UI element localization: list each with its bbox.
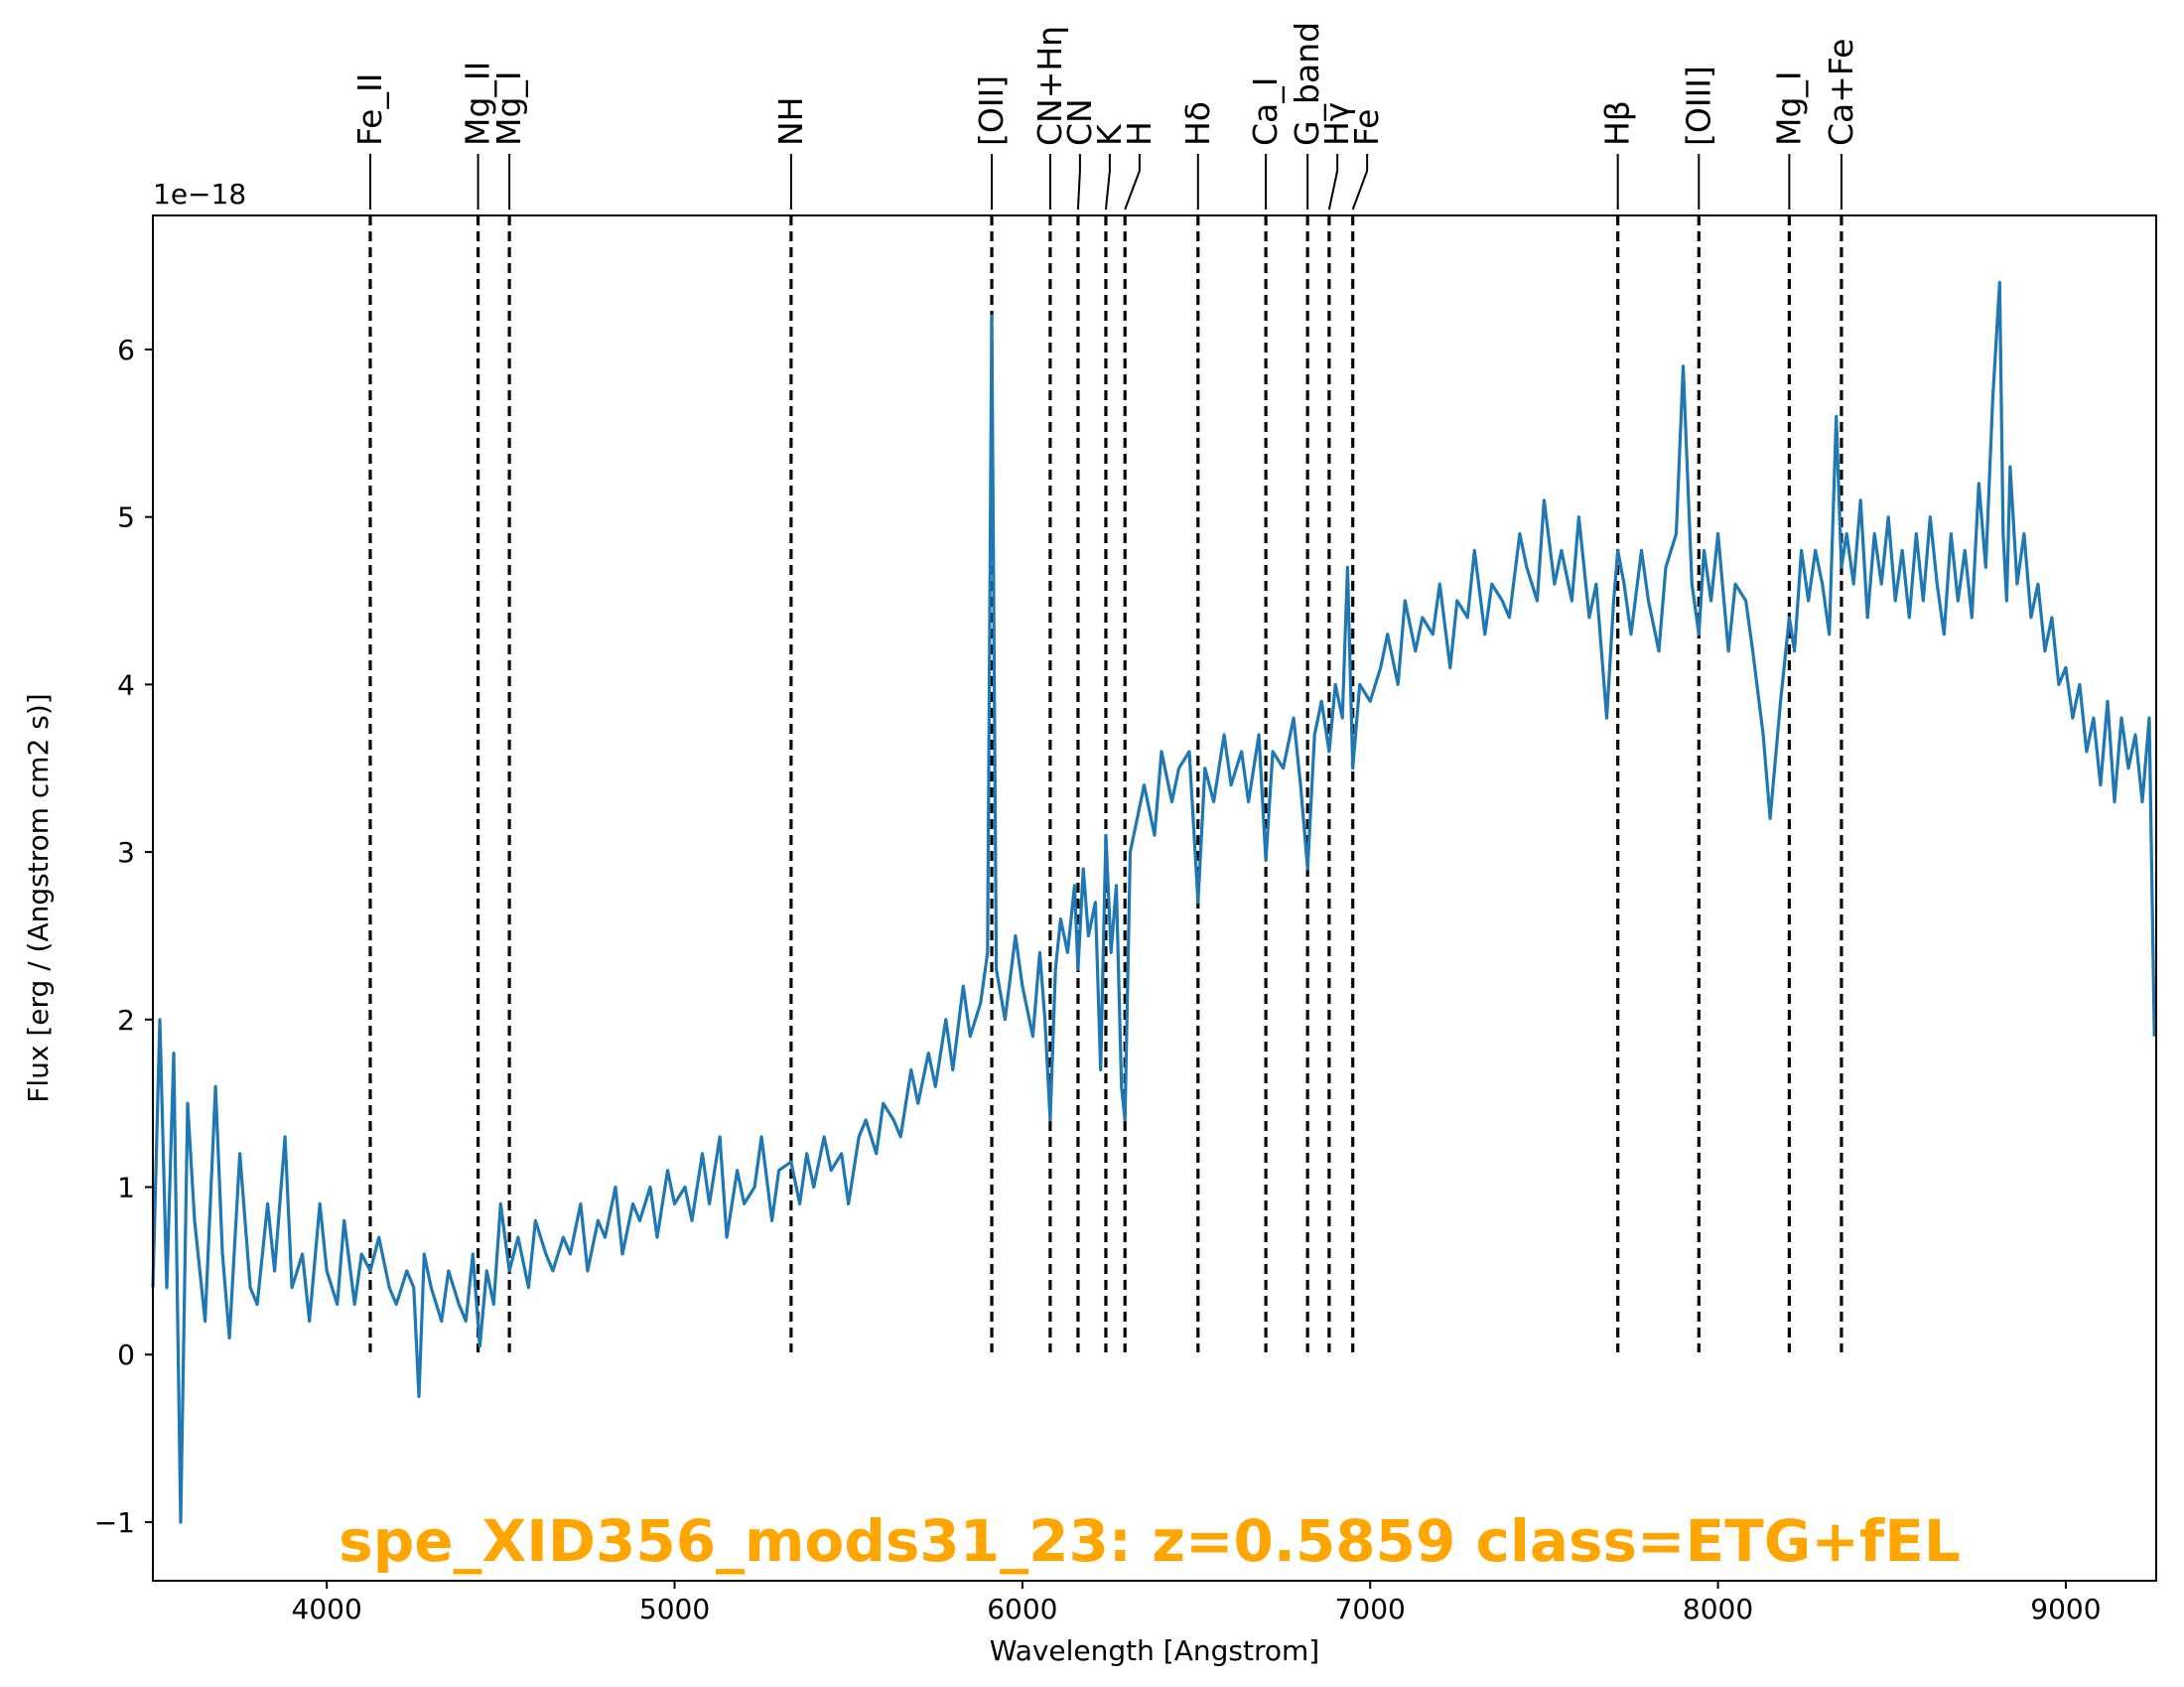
spectral-line-label: CN+Hη	[1030, 26, 1069, 146]
spectral-line-label: Mg_II	[459, 62, 497, 146]
spectral-line-label: Fe	[1347, 109, 1386, 146]
spectral-line-label: NH	[771, 97, 810, 147]
x-tick-label: 5000	[639, 1593, 710, 1625]
spectral-line-leader	[1351, 154, 1369, 211]
spectral-line-leader	[1124, 154, 1141, 211]
spectral-line-label: K	[1090, 123, 1129, 146]
y-axis-label: Flux [erg / (Angstrom cm2 s)]	[22, 693, 55, 1102]
spectral-line-label: Ca_I	[1246, 77, 1285, 147]
flux-series	[151, 280, 2156, 1524]
spectral-line-label: Ca+Fe	[1822, 39, 1860, 146]
x-axis-ticks: 4000 5000 6000 7000 8000 9000	[292, 1581, 2102, 1625]
y-tick-label: 4	[117, 668, 135, 701]
y-tick-label: 6	[117, 334, 135, 366]
spectral-line-label: Mg_I	[489, 70, 528, 146]
y-tick-label: −1	[94, 1506, 135, 1539]
y-tick-label: 3	[117, 836, 135, 869]
x-tick-label: 8000	[1683, 1593, 1753, 1625]
flux-line-0	[151, 280, 2156, 1524]
y-tick-label: 0	[117, 1338, 135, 1371]
spectral-line-leader	[1327, 154, 1339, 211]
spectral-line-label: H	[1120, 121, 1159, 146]
spectral-line-label: G_band	[1288, 22, 1326, 146]
spectral-line-leader	[1104, 154, 1111, 211]
x-tick-label: 6000	[987, 1593, 1057, 1625]
spectral-line-leader	[1076, 154, 1081, 211]
spectral-line-label: Hγ	[1317, 102, 1356, 146]
spectral-line-label: Hβ	[1598, 100, 1637, 146]
y-tick-label: 5	[117, 501, 135, 534]
spectral-line-label: Mg_I	[1769, 70, 1808, 146]
axes-frame	[152, 214, 2157, 1582]
spectral-line-label: [OIII]	[1679, 66, 1717, 146]
spectral-line-label: [OII]	[972, 75, 1011, 146]
x-tick-label: 4000	[292, 1593, 362, 1625]
chart-title: spe_XID356_mods31_23: z=0.5859 class=ETG…	[339, 1507, 1961, 1575]
y-axis-ticks: −1 0 1 2 3 4 5 6	[94, 334, 153, 1539]
x-axis-label: Wavelength [Angstrom]	[990, 1634, 1319, 1667]
y-tick-label: 2	[117, 1004, 135, 1037]
x-tick-label: 7000	[1335, 1593, 1406, 1625]
x-tick-label: 9000	[2030, 1593, 2101, 1625]
spectral-line-label: Fe_II	[350, 73, 389, 146]
y-axis-offset-label: 1e−18	[153, 178, 246, 211]
y-tick-label: 1	[117, 1172, 135, 1204]
spectral-line-label: CN	[1060, 98, 1099, 146]
spectral-line-label: Hδ	[1178, 101, 1217, 146]
